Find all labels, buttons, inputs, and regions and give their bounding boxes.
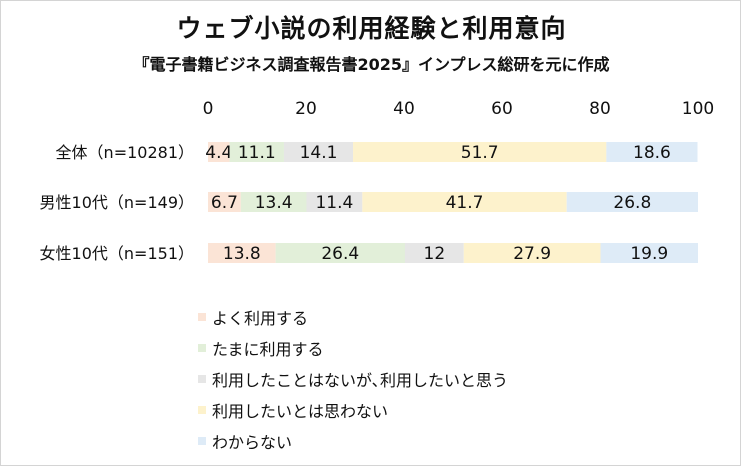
data-label: 11.1: [238, 143, 276, 163]
bar-segment: [208, 142, 230, 162]
x-tick-label: 20: [295, 99, 317, 119]
bar-segment: [463, 243, 601, 263]
legend-label: 利用したいとは思わない: [212, 401, 389, 421]
bar-segment: [404, 243, 464, 263]
bar-segment: [362, 192, 567, 212]
data-label: 19.9: [630, 244, 668, 264]
category-label: 女性10代（n=151）: [40, 244, 194, 263]
data-label: 4.4: [205, 143, 232, 163]
bar-segment: [229, 142, 284, 162]
legend-label: わからない: [212, 432, 293, 452]
legend-swatch: [198, 374, 206, 383]
x-tick-label: 60: [491, 99, 513, 119]
data-label: 51.7: [461, 143, 499, 163]
bar-segment: [208, 243, 276, 263]
data-label: 11.4: [315, 193, 353, 213]
data-label: 13.8: [223, 244, 261, 264]
bar-segment: [600, 243, 698, 263]
legend-label: 利用したことはないが､利用したいと思う: [212, 370, 509, 390]
bar-segment: [306, 192, 363, 212]
category-label: 男性10代（n=149）: [40, 193, 194, 212]
data-label: 18.6: [633, 143, 671, 163]
data-label: 26.4: [321, 244, 359, 264]
bar-segment: [208, 192, 241, 212]
chart-subtitle: 『電子書籍ビジネス調査報告書2025』インプレス総研を元に作成: [133, 55, 610, 74]
data-label: 41.7: [446, 193, 484, 213]
data-label: 6.7: [211, 193, 238, 213]
legend-swatch: [198, 405, 206, 414]
legend-item: 利用したいとは思わない: [198, 394, 508, 425]
x-tick-label: 0: [203, 99, 214, 119]
legend: よく利用する たまに利用する利用したことはないが､利用したいと思う 利用したいとは思…: [198, 301, 508, 456]
bar-segment: [283, 142, 354, 162]
category-label: 全体（n=10281）: [56, 143, 194, 162]
legend-item: わからない: [198, 425, 508, 456]
bar-segment: [353, 142, 607, 162]
legend-label: たまに利用する: [212, 339, 324, 359]
x-tick-label: 100: [682, 99, 714, 119]
legend-label: よく利用する: [212, 308, 309, 328]
bar-segment: [240, 192, 307, 212]
x-tick-label: 80: [589, 99, 611, 119]
data-label: 14.1: [300, 143, 338, 163]
data-label: 27.9: [513, 244, 551, 264]
chart-title: ウェブ小説の利用経験と利用意向: [176, 14, 567, 43]
bar-segment: [275, 243, 405, 263]
data-label: 26.8: [613, 193, 651, 213]
bar-segment: [606, 142, 698, 162]
legend-item: たまに利用する: [198, 332, 508, 363]
legend-item: 利用したことはないが､利用したいと思う: [198, 363, 508, 394]
legend-item: よく利用する: [198, 301, 508, 332]
legend-swatch: [198, 436, 206, 445]
x-tick-label: 40: [393, 99, 415, 119]
bar-segment: [566, 192, 698, 212]
data-label: 12: [424, 244, 446, 264]
legend-swatch: [198, 312, 206, 321]
legend-swatch: [198, 343, 206, 352]
data-label: 13.4: [255, 193, 293, 213]
